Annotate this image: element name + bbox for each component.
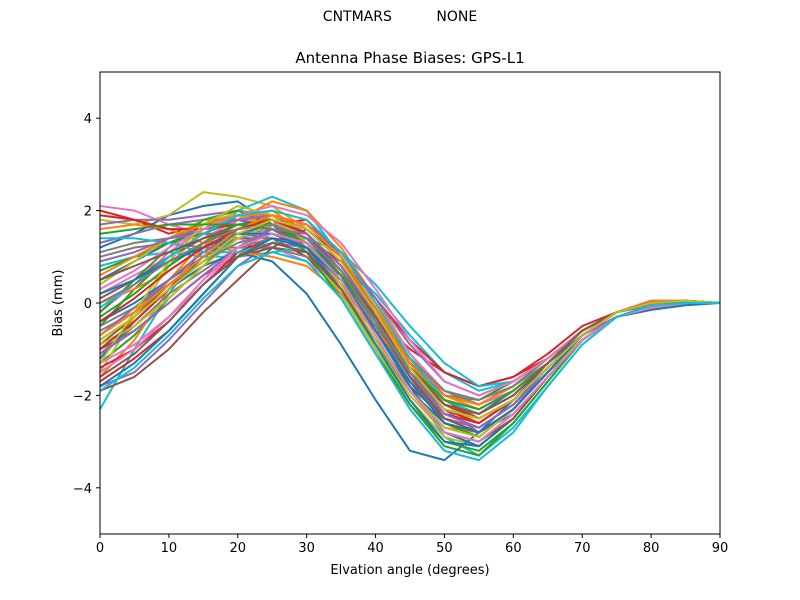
x-tick-label: 90	[712, 541, 729, 556]
x-tick-label: 20	[230, 541, 247, 556]
y-tick-label: 2	[84, 205, 92, 220]
series-line-60	[99, 251, 720, 462]
chart-title: Antenna Phase Biases: GPS-L1	[295, 49, 524, 67]
figure-suptitle: CNTMARS NONE	[322, 9, 478, 25]
x-axis-label: Elvation angle (degrees)	[330, 563, 489, 578]
x-tick-label: 50	[436, 541, 453, 556]
y-tick-label: 0	[84, 297, 92, 312]
x-tick-label: 0	[96, 541, 104, 556]
y-tick-label: 4	[84, 112, 92, 127]
y-axis: −4 −2 0 2 4	[73, 112, 100, 497]
x-tick-label: 40	[367, 541, 384, 556]
x-tick-label: 30	[298, 541, 315, 556]
series-line-50	[99, 209, 721, 415]
x-axis: 0 10 20 30 40 50 60 70 80 90	[96, 534, 728, 556]
plot-frame	[99, 71, 721, 535]
y-tick-label: −4	[73, 482, 92, 497]
x-tick-label: 70	[574, 541, 591, 556]
x-tick-label: 80	[643, 541, 660, 556]
x-tick-label: 10	[161, 541, 178, 556]
y-axis-label: Bias (mm)	[51, 270, 66, 337]
x-tick-label: 60	[505, 541, 522, 556]
y-tick-label: −2	[73, 389, 92, 404]
series-layer	[99, 191, 721, 462]
series-line-59	[99, 218, 721, 420]
